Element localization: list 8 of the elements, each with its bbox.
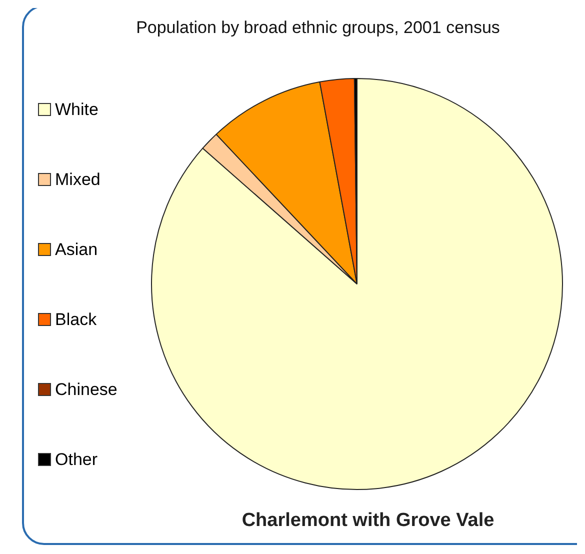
legend-label: Asian [55, 240, 98, 260]
legend-label: Other [55, 450, 98, 470]
text: Charlemont with Grove Vale [240, 510, 496, 532]
chart-title: Population by broad ethnic groups, 2001 census [135, 18, 501, 38]
legend-label: Black [55, 310, 97, 330]
legend-label: White [55, 100, 98, 120]
legend-label: Mixed [55, 170, 100, 190]
legend-label: Chinese [55, 380, 118, 400]
